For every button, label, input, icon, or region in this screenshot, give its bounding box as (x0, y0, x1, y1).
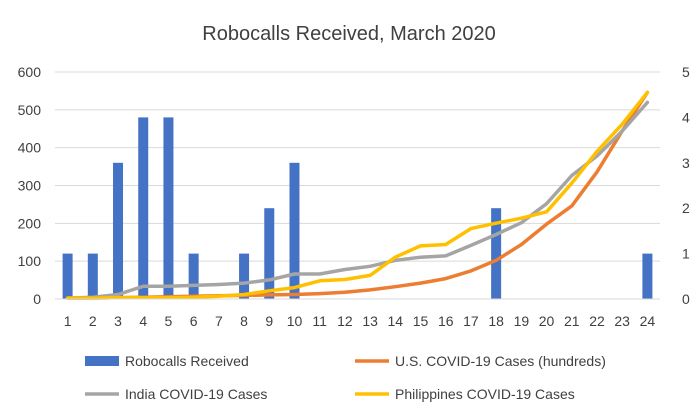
x-tick-label: 7 (215, 313, 223, 329)
y-left-tick-label: 200 (18, 215, 42, 231)
series-line-2 (65, 100, 650, 300)
x-tick-label: 4 (139, 313, 147, 329)
y-left-tick-label: 100 (18, 253, 42, 269)
y-right-tick-label: 3 (682, 155, 690, 171)
bar-5 (163, 117, 174, 300)
x-tick-label: 18 (488, 313, 504, 329)
x-tick-label: 5 (165, 313, 173, 329)
bar-6 (188, 253, 199, 299)
x-tick-label: 1 (64, 313, 72, 329)
bar-1 (62, 253, 73, 299)
x-tick-label: 15 (413, 313, 429, 329)
x-tick-label: 9 (265, 313, 273, 329)
x-tick-label: 22 (589, 313, 605, 329)
x-tick-label: 14 (388, 313, 404, 329)
bar-24 (642, 253, 653, 299)
line-layer (65, 90, 650, 300)
bar-2 (87, 253, 98, 299)
x-tick-label: 20 (539, 313, 555, 329)
legend-label: Philippines COVID-19 Cases (395, 386, 575, 402)
y-left-tick-label: 600 (18, 64, 42, 80)
bar-10 (289, 162, 300, 299)
x-tick-label: 24 (640, 313, 656, 329)
bar-8 (239, 253, 250, 299)
legend-label: Robocalls Received (125, 353, 249, 369)
y-left-tick-label: 400 (18, 140, 42, 156)
grid-layer (55, 71, 660, 262)
series-line-3 (65, 90, 650, 300)
x-tick-label: 8 (240, 313, 248, 329)
x-tick-label: 21 (564, 313, 580, 329)
x-tick-label: 19 (514, 313, 530, 329)
x-tick-label: 13 (362, 313, 378, 329)
y-right-tick-label: 0 (682, 291, 690, 307)
bar-18 (491, 208, 502, 299)
bar-3 (113, 162, 124, 299)
x-tick-label: 11 (312, 313, 327, 329)
bar-9 (264, 208, 275, 299)
x-tick-label: 6 (190, 313, 198, 329)
x-tick-label: 16 (438, 313, 454, 329)
y-right-tick-label: 5 (682, 64, 690, 80)
y-right-tick-label: 2 (682, 200, 690, 216)
bar-4 (138, 117, 149, 300)
chart-title: Robocalls Received, March 2020 (202, 23, 496, 45)
legend-label: U.S. COVID-19 Cases (hundreds) (395, 353, 606, 369)
legend-label: India COVID-19 Cases (125, 386, 267, 402)
legend-swatch (85, 356, 119, 366)
y-left-tick-label: 300 (18, 178, 42, 194)
y-right-tick-label: 4 (682, 109, 690, 125)
bar-layer (62, 117, 653, 300)
y-right-tick-label: 1 (682, 246, 690, 262)
x-tick-label: 23 (614, 313, 630, 329)
y-left-tick-label: 500 (18, 102, 42, 118)
x-tick-label: 2 (89, 313, 97, 329)
y-left-tick-label: 0 (33, 291, 41, 307)
legend-layer: Robocalls Received U.S. COVID-19 Cases (h… (85, 353, 606, 402)
x-tick-label: 12 (337, 313, 353, 329)
x-tick-label: 3 (114, 313, 122, 329)
x-tick-label: 17 (463, 313, 479, 329)
x-tick-label: 10 (287, 313, 303, 329)
